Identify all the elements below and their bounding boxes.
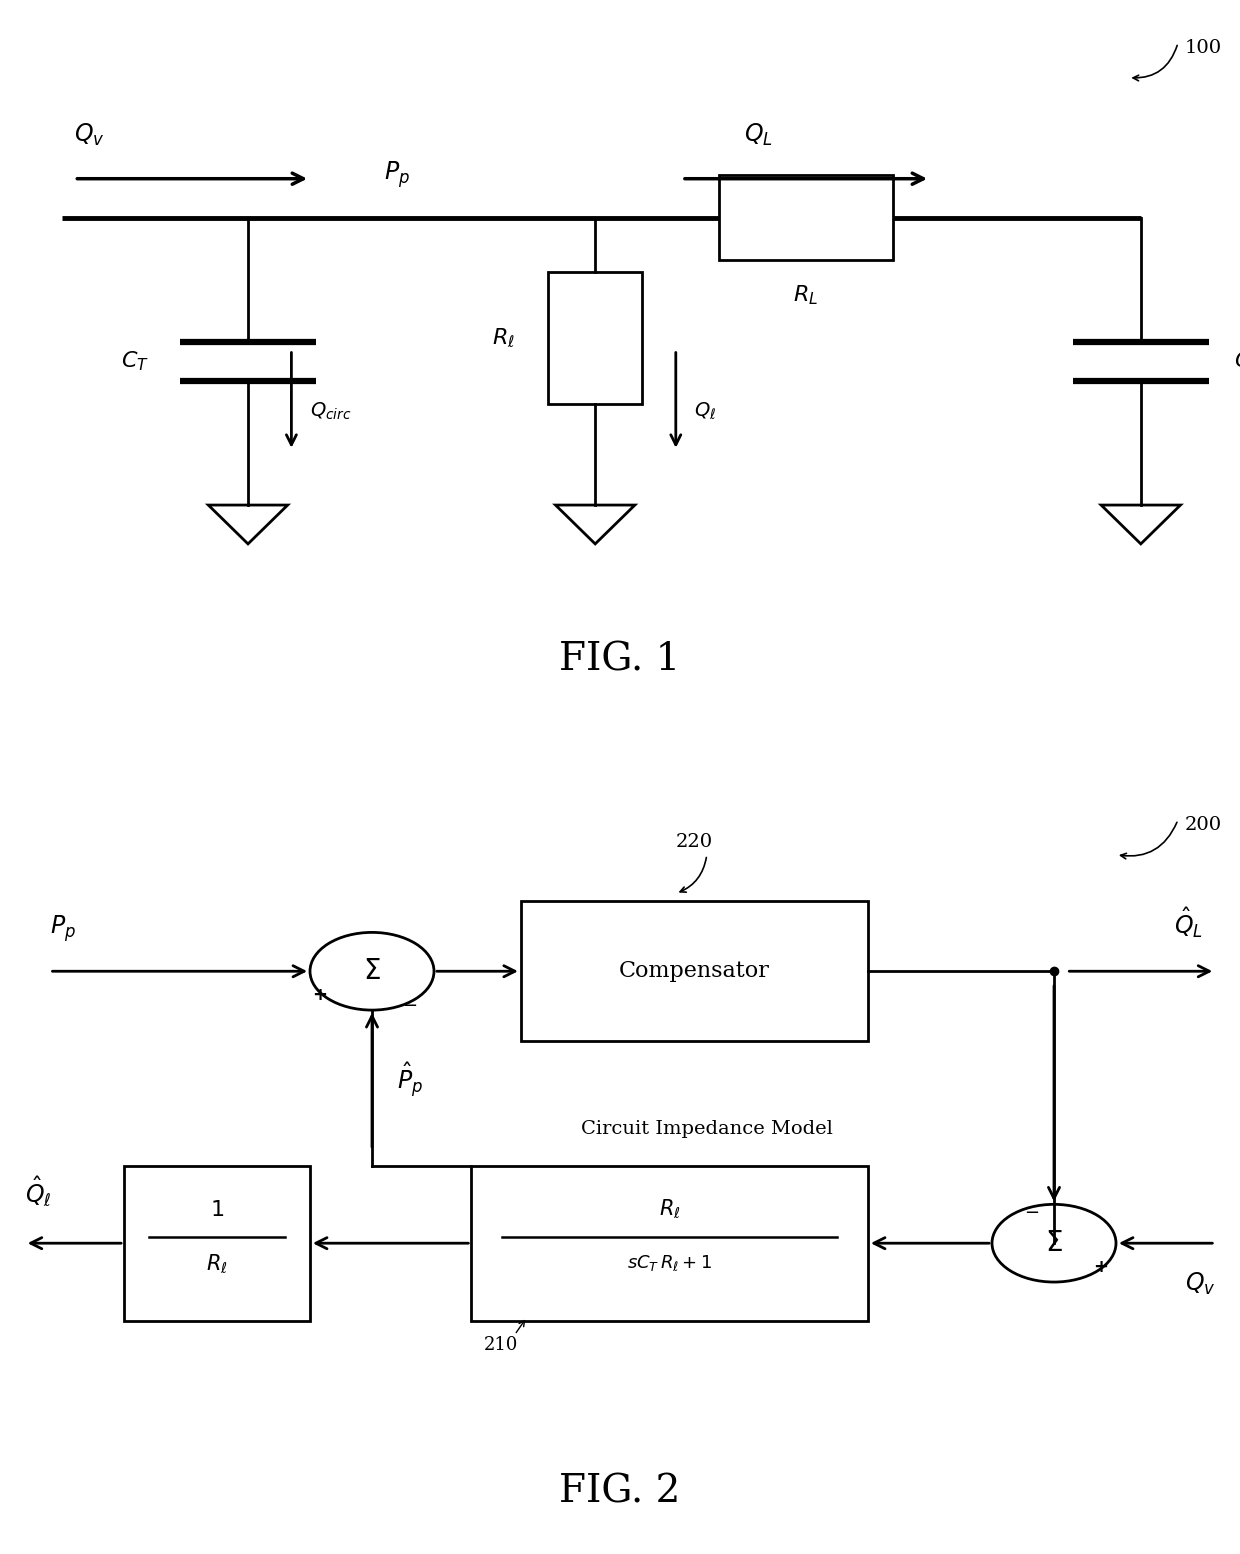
- Text: 100: 100: [1184, 39, 1221, 57]
- Polygon shape: [556, 505, 635, 544]
- Polygon shape: [1101, 505, 1180, 544]
- Bar: [471, 1166, 868, 1321]
- Text: 210: 210: [484, 1336, 518, 1355]
- Text: $Q_v$: $Q_v$: [1184, 1271, 1215, 1296]
- Text: $-$: $-$: [402, 995, 417, 1013]
- Text: 220: 220: [676, 833, 713, 852]
- Polygon shape: [208, 505, 288, 544]
- Text: Circuit Impedance Model: Circuit Impedance Model: [580, 1120, 833, 1138]
- Text: $C_L$: $C_L$: [1234, 350, 1240, 373]
- Text: $-$: $-$: [1024, 1201, 1039, 1220]
- Text: $R_L$: $R_L$: [794, 283, 818, 308]
- Text: $P_p$: $P_p$: [384, 160, 409, 191]
- Text: $Q_{circ}$: $Q_{circ}$: [310, 401, 352, 423]
- Text: $Q_L$: $Q_L$: [744, 121, 773, 148]
- Bar: [719, 176, 893, 261]
- Text: +: +: [312, 985, 327, 1004]
- Text: $R_\ell$: $R_\ell$: [658, 1198, 681, 1221]
- Text: $P_p$: $P_p$: [50, 914, 76, 943]
- Text: Compensator: Compensator: [619, 960, 770, 982]
- Text: FIG. 2: FIG. 2: [559, 1473, 681, 1510]
- Text: $\Sigma$: $\Sigma$: [363, 957, 381, 985]
- Bar: [521, 901, 868, 1041]
- Text: $\hat{P}_p$: $\hat{P}_p$: [397, 1060, 423, 1100]
- Bar: [548, 272, 642, 404]
- Text: 200: 200: [1184, 816, 1221, 834]
- Bar: [124, 1166, 310, 1321]
- Text: $1$: $1$: [210, 1200, 224, 1221]
- Text: $\hat{Q}_L$: $\hat{Q}_L$: [1174, 906, 1203, 940]
- Text: $\Sigma$: $\Sigma$: [1045, 1229, 1063, 1257]
- Text: $R_\ell$: $R_\ell$: [206, 1253, 228, 1276]
- Text: $C_T$: $C_T$: [120, 350, 149, 373]
- Text: $\hat{Q}_\ell$: $\hat{Q}_\ell$: [25, 1175, 51, 1209]
- Text: $sC_T\,R_\ell + 1$: $sC_T\,R_\ell + 1$: [627, 1253, 712, 1273]
- Text: $Q_\ell$: $Q_\ell$: [694, 401, 717, 423]
- Text: $R_\ell$: $R_\ell$: [492, 326, 515, 350]
- Text: +: +: [1094, 1257, 1109, 1276]
- Text: FIG. 1: FIG. 1: [559, 642, 681, 679]
- Text: $Q_v$: $Q_v$: [74, 121, 105, 148]
